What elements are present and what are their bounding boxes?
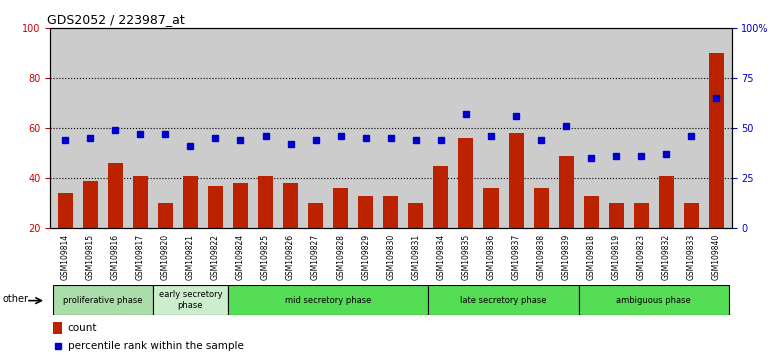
Bar <box>182 176 198 278</box>
Text: GSM109824: GSM109824 <box>236 234 245 280</box>
Bar <box>584 196 599 278</box>
Text: GSM109819: GSM109819 <box>611 234 621 280</box>
Text: late secretory phase: late secretory phase <box>460 296 547 304</box>
Text: GSM109830: GSM109830 <box>387 234 395 280</box>
Text: GSM109840: GSM109840 <box>712 234 721 280</box>
Text: proliferative phase: proliferative phase <box>63 296 142 304</box>
Text: early secretory
phase: early secretory phase <box>159 290 223 310</box>
Text: count: count <box>68 323 97 333</box>
Bar <box>579 285 729 315</box>
Bar <box>58 193 72 278</box>
Text: other: other <box>2 293 28 303</box>
Text: GSM109827: GSM109827 <box>311 234 320 280</box>
Bar <box>434 166 448 278</box>
Text: GSM109829: GSM109829 <box>361 234 370 280</box>
Text: percentile rank within the sample: percentile rank within the sample <box>68 341 244 351</box>
Text: GSM109832: GSM109832 <box>662 234 671 280</box>
Bar <box>484 188 498 278</box>
Bar <box>258 176 273 278</box>
Bar <box>82 181 98 278</box>
Bar <box>383 196 398 278</box>
Bar <box>684 203 699 278</box>
Bar <box>428 285 579 315</box>
Bar <box>283 183 298 278</box>
Text: GSM109818: GSM109818 <box>587 234 596 280</box>
Text: GSM109820: GSM109820 <box>161 234 170 280</box>
Bar <box>52 322 62 333</box>
Bar <box>558 156 574 278</box>
Bar <box>458 138 474 278</box>
Text: GDS2052 / 223987_at: GDS2052 / 223987_at <box>47 13 184 26</box>
Bar <box>52 285 152 315</box>
Bar <box>659 176 674 278</box>
Bar <box>228 285 428 315</box>
Text: GSM109835: GSM109835 <box>461 234 470 280</box>
Text: mid secretory phase: mid secretory phase <box>285 296 371 304</box>
Bar <box>308 203 323 278</box>
Bar <box>709 53 724 278</box>
Text: GSM109838: GSM109838 <box>537 234 546 280</box>
Text: GSM109828: GSM109828 <box>336 234 345 280</box>
Text: GSM109814: GSM109814 <box>61 234 69 280</box>
Text: GSM109826: GSM109826 <box>286 234 295 280</box>
Text: GSM109817: GSM109817 <box>136 234 145 280</box>
Text: GSM109825: GSM109825 <box>261 234 270 280</box>
Text: GSM109822: GSM109822 <box>211 234 220 280</box>
Bar <box>408 203 424 278</box>
Text: GSM109816: GSM109816 <box>111 234 119 280</box>
Text: GSM109831: GSM109831 <box>411 234 420 280</box>
Bar <box>132 176 148 278</box>
Text: ambiguous phase: ambiguous phase <box>617 296 691 304</box>
Bar <box>208 186 223 278</box>
Text: GSM109839: GSM109839 <box>561 234 571 280</box>
Text: GSM109833: GSM109833 <box>687 234 696 280</box>
Bar <box>534 188 548 278</box>
Bar <box>158 203 172 278</box>
Text: GSM109837: GSM109837 <box>511 234 521 280</box>
Bar <box>333 188 348 278</box>
Bar <box>108 163 122 278</box>
Text: GSM109821: GSM109821 <box>186 234 195 280</box>
Text: GSM109834: GSM109834 <box>437 234 445 280</box>
Text: GSM109815: GSM109815 <box>85 234 95 280</box>
Bar <box>508 133 524 278</box>
Text: GSM109836: GSM109836 <box>487 234 495 280</box>
Bar <box>609 203 624 278</box>
Bar <box>358 196 373 278</box>
Text: GSM109823: GSM109823 <box>637 234 646 280</box>
Bar <box>152 285 228 315</box>
Bar <box>634 203 649 278</box>
Bar <box>233 183 248 278</box>
